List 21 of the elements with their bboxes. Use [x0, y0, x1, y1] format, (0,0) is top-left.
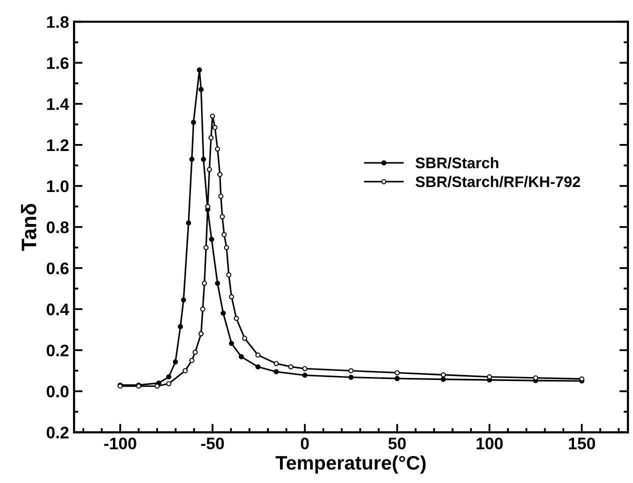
x-axis-title: Temperature(°C) [276, 455, 426, 474]
legend-label: SBR/Starch/RF/KH-792 [416, 176, 580, 188]
y-tick-label: 1.6 [47, 57, 69, 69]
y-tick-label: 0.6 [46, 262, 69, 274]
y-axis-title: Tanδ [21, 204, 36, 251]
legend-label: SBR/Starch [416, 157, 498, 168]
y-tick-label: 1.2 [47, 139, 69, 151]
y-tick-label: 0.2 [46, 426, 69, 438]
y-tick-label: 1.0 [47, 180, 69, 192]
y-tick-label: 0.0 [46, 386, 69, 398]
y-tick-label: 1.8 [47, 16, 69, 28]
x-tick-label: 0 [300, 438, 309, 450]
x-tick-label: -100 [104, 438, 136, 450]
x-tick-label: -50 [201, 438, 224, 450]
x-tick-label: 100 [476, 438, 503, 450]
y-tick-label: 0.2 [46, 344, 69, 356]
y-tick-label: 0.8 [46, 221, 69, 234]
y-tick-label: 0.4 [46, 304, 70, 316]
x-tick-label: 50 [388, 438, 406, 450]
y-tick-label: 1.4 [47, 98, 70, 110]
x-tick-label: 150 [568, 438, 595, 450]
